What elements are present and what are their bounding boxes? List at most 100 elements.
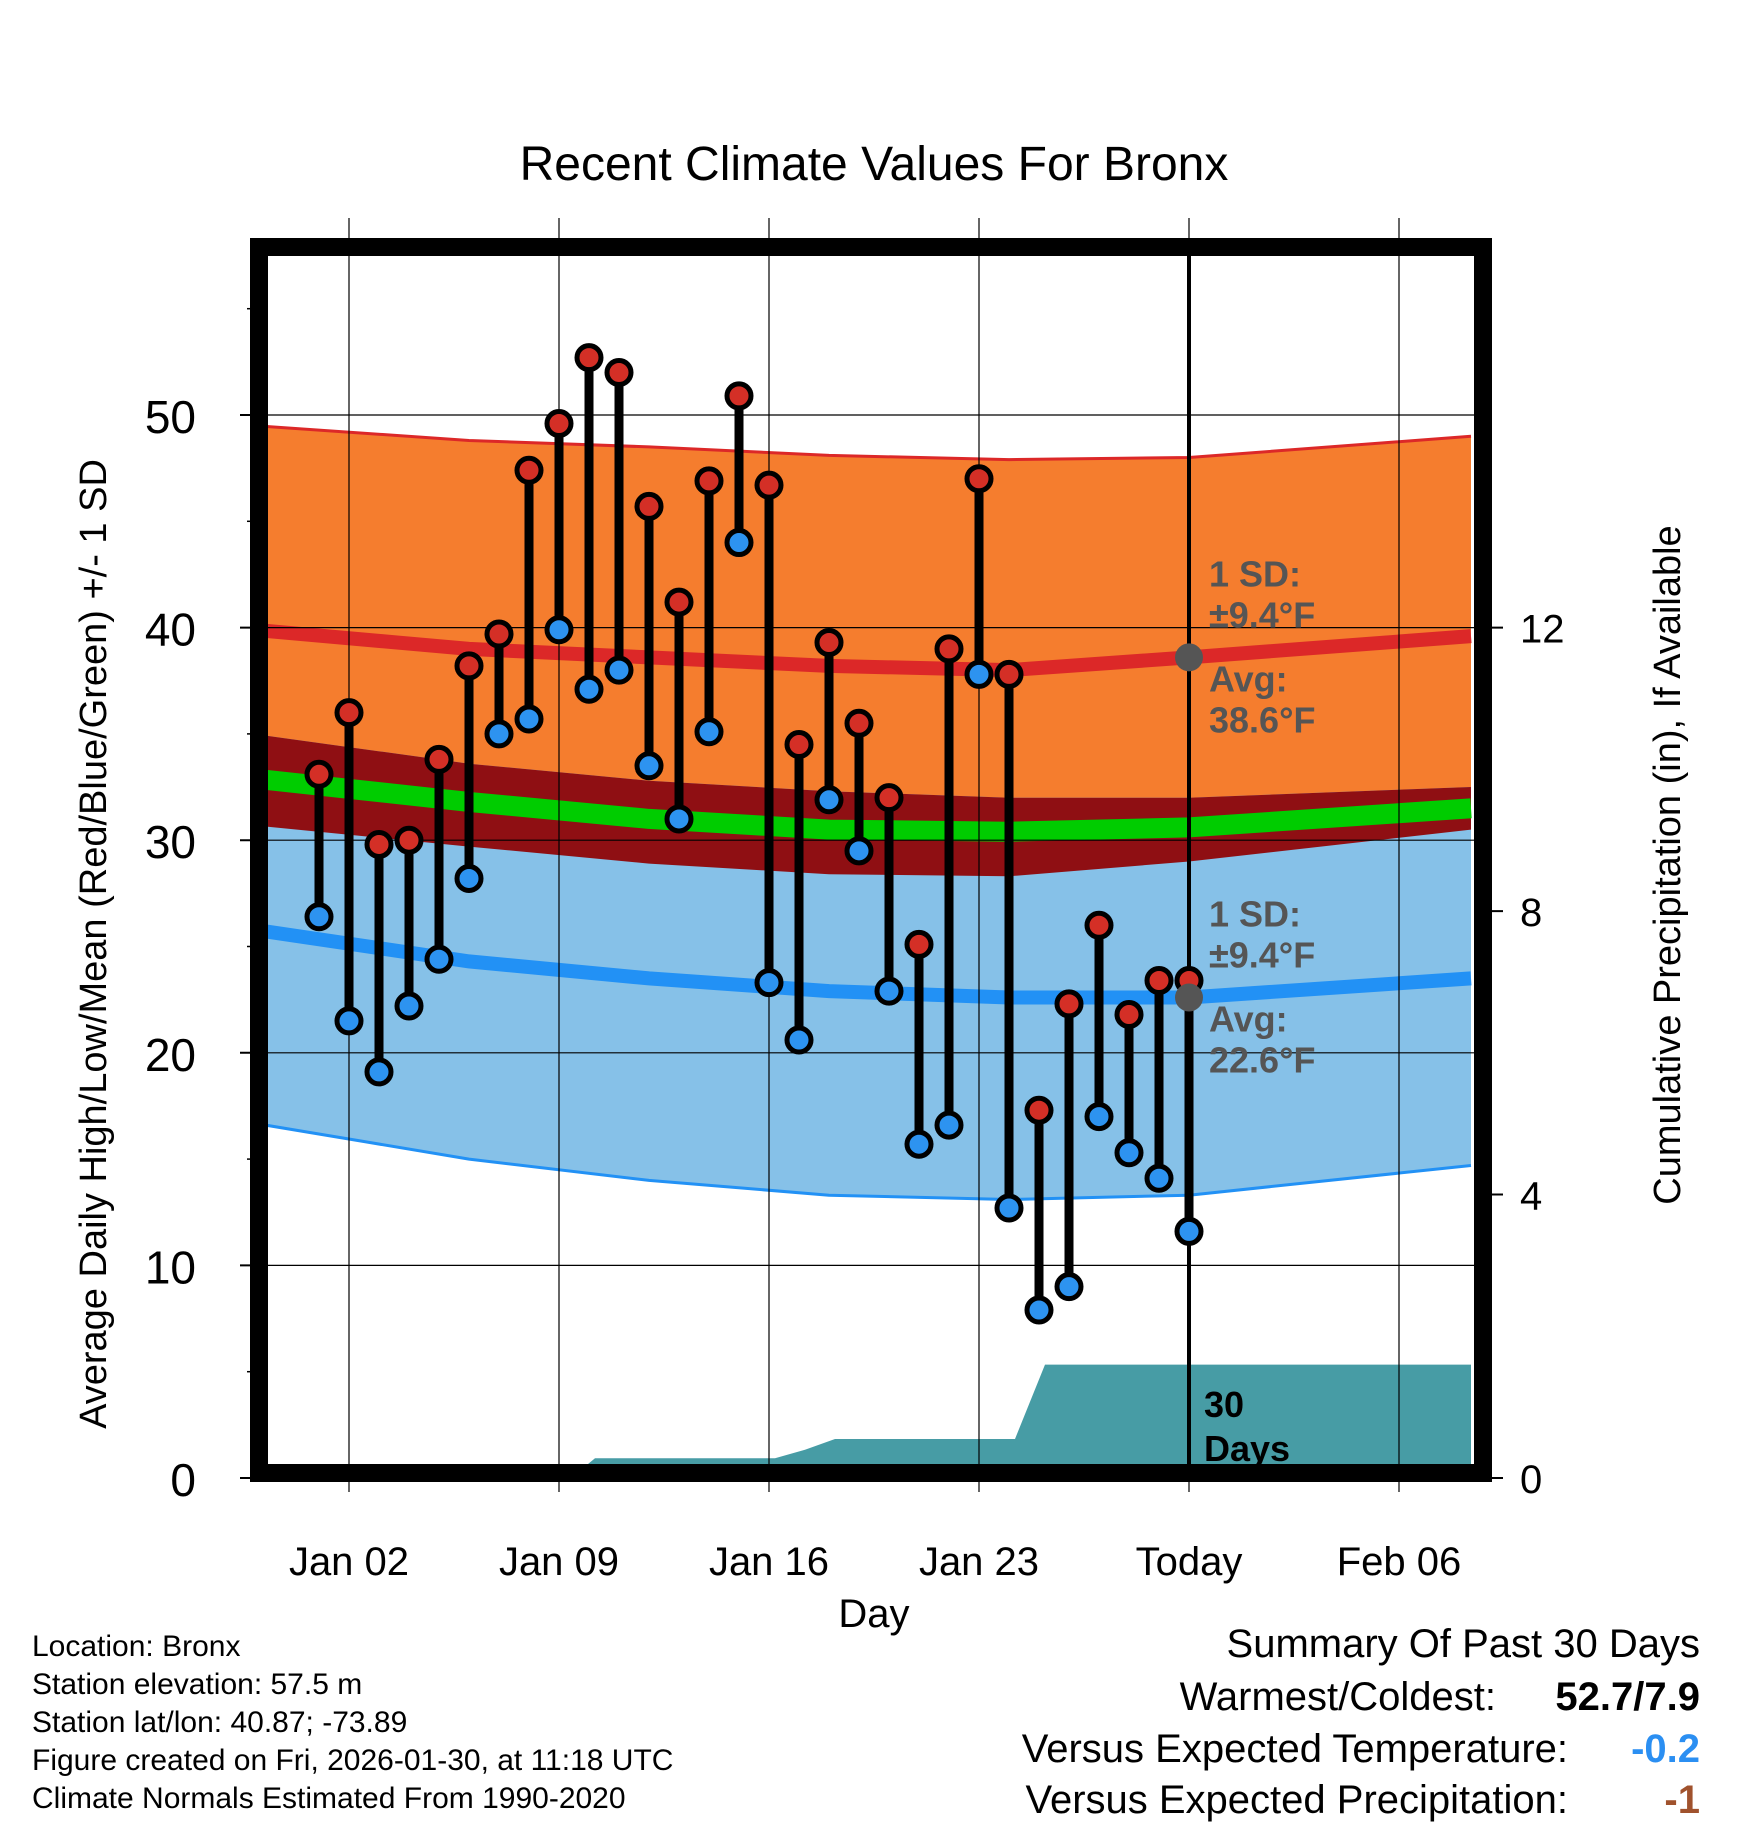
- high-temp-point: [1024, 1095, 1054, 1125]
- y-tick-label: 40: [145, 604, 196, 656]
- summary-precip-label: Versus Expected Precipitation:: [1025, 1778, 1568, 1822]
- low-avg-marker: [1175, 983, 1203, 1012]
- high-avg-marker: [1175, 643, 1203, 672]
- y2-tick-label: 8: [1520, 891, 1542, 935]
- low-temp-point: [514, 704, 544, 734]
- low-avg-value: 22.6°F: [1209, 1040, 1315, 1081]
- x-axis-label: Day: [838, 1592, 909, 1636]
- high-temp-point: [304, 759, 334, 789]
- high-temp-point: [544, 409, 574, 439]
- high-temp-point: [394, 825, 424, 855]
- low-temp-point: [454, 863, 484, 893]
- high-temp-point: [364, 829, 394, 859]
- low-temp-point: [334, 1006, 364, 1036]
- high-temp-point: [514, 455, 544, 485]
- high-sd-label: 1 SD:: [1209, 553, 1301, 594]
- info-created: Figure created on Fri, 2026-01-30, at 11…: [32, 1744, 674, 1777]
- high-temp-point: [604, 357, 634, 387]
- high-temp-point: [754, 470, 784, 500]
- low-temp-point: [994, 1193, 1024, 1223]
- low-temp-point: [964, 659, 994, 689]
- low-temp-point: [1114, 1138, 1144, 1168]
- low-temp-point: [544, 615, 574, 645]
- low-temp-point: [424, 944, 454, 974]
- summary-temp-value: -0.2: [1631, 1727, 1700, 1771]
- x-tick-label: Feb 06: [1337, 1540, 1462, 1584]
- summary-warm-cold-label: Warmest/Coldest:: [1179, 1675, 1496, 1719]
- y-axis-label: Average Daily High/Low/Mean (Red/Blue/Gr…: [73, 459, 115, 1429]
- summary-warm-cold-value: 52.7/7.9: [1555, 1675, 1700, 1719]
- low-temp-point: [394, 991, 424, 1021]
- high-temp-point: [634, 491, 664, 521]
- y2-tick-label: 0: [1520, 1458, 1542, 1502]
- high-temp-point: [814, 627, 844, 657]
- low-temp-point: [874, 976, 904, 1006]
- low-temp-point: [304, 902, 334, 932]
- high-temp-point: [724, 381, 754, 411]
- high-temp-point: [484, 619, 514, 649]
- low-temp-point: [934, 1110, 964, 1140]
- precip-days-label: Days: [1204, 1428, 1290, 1469]
- high-temp-point: [904, 929, 934, 959]
- low-temp-point: [1054, 1272, 1084, 1302]
- low-temp-point: [724, 528, 754, 558]
- y-tick-label: 50: [145, 391, 196, 443]
- y-tick-label: 30: [145, 816, 196, 868]
- x-tick-label: Today: [1136, 1540, 1243, 1584]
- info-latlon: Station lat/lon: 40.87; -73.89: [32, 1706, 408, 1739]
- low-temp-point: [754, 968, 784, 998]
- high-temp-point: [1144, 966, 1174, 996]
- low-temp-point: [1024, 1295, 1054, 1325]
- high-temp-point: [664, 587, 694, 617]
- info-elevation: Station elevation: 57.5 m: [32, 1668, 363, 1701]
- low-sd-label: 1 SD:: [1209, 894, 1301, 935]
- low-sd-value: ±9.4°F: [1209, 935, 1315, 976]
- low-temp-point: [664, 804, 694, 834]
- high-avg-label: Avg:: [1209, 658, 1288, 699]
- low-temp-point: [1084, 1102, 1114, 1132]
- high-temp-point: [874, 783, 904, 813]
- precip-days-number: 30: [1204, 1384, 1244, 1425]
- low-temp-point: [604, 655, 634, 685]
- y2-tick-label: 12: [1520, 608, 1565, 652]
- summary-temp-label: Versus Expected Temperature:: [1021, 1727, 1568, 1771]
- low-temp-point: [1144, 1163, 1174, 1193]
- low-temp-point: [364, 1057, 394, 1087]
- high-temp-point: [574, 343, 604, 373]
- low-temp-point: [784, 1025, 814, 1055]
- low-temp-point: [574, 674, 604, 704]
- high-temp-point: [454, 651, 484, 681]
- low-temp-point: [814, 785, 844, 815]
- x-tick-label: Jan 09: [499, 1540, 619, 1584]
- chart-title: Recent Climate Values For Bronx: [520, 138, 1229, 191]
- high-temp-point: [784, 730, 814, 760]
- plot-frame: [250, 238, 1492, 1482]
- y2-tick-label: 4: [1520, 1175, 1542, 1219]
- info-location: Location: Bronx: [32, 1630, 241, 1663]
- high-temp-point: [1114, 1000, 1144, 1030]
- high-temp-point: [424, 744, 454, 774]
- high-sd-value: ±9.4°F: [1209, 594, 1315, 635]
- high-temp-point: [1084, 910, 1114, 940]
- station-info: Location: Bronx Station elevation: 57.5 …: [32, 1628, 673, 1818]
- low-avg-label: Avg:: [1209, 999, 1288, 1040]
- y-tick-label: 0: [170, 1454, 196, 1506]
- x-tick-label: Jan 16: [709, 1540, 829, 1584]
- precip-area: [253, 1364, 1471, 1478]
- high-temp-point: [694, 466, 724, 496]
- high-temp-point: [964, 464, 994, 494]
- low-temp-point: [844, 836, 874, 866]
- low-temp-point: [634, 751, 664, 781]
- x-tick-label: Jan 02: [289, 1540, 409, 1584]
- high-temp-point: [844, 708, 874, 738]
- high-temp-point: [934, 634, 964, 664]
- high-temp-point: [994, 659, 1024, 689]
- y2-axis-label: Cumulative Precipitation (in), If Availa…: [1647, 525, 1689, 1204]
- low-temp-point: [484, 719, 514, 749]
- x-tick-label: Jan 23: [919, 1540, 1039, 1584]
- summary-title: Summary Of Past 30 Days: [1226, 1622, 1700, 1666]
- summary-precip-value: -1: [1664, 1778, 1700, 1822]
- y-tick-label: 20: [145, 1029, 196, 1081]
- low-temp-point: [904, 1129, 934, 1159]
